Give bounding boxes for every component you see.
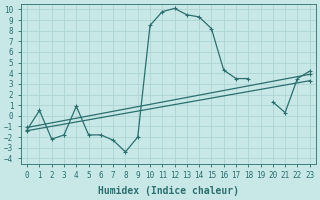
X-axis label: Humidex (Indice chaleur): Humidex (Indice chaleur) bbox=[98, 186, 239, 196]
